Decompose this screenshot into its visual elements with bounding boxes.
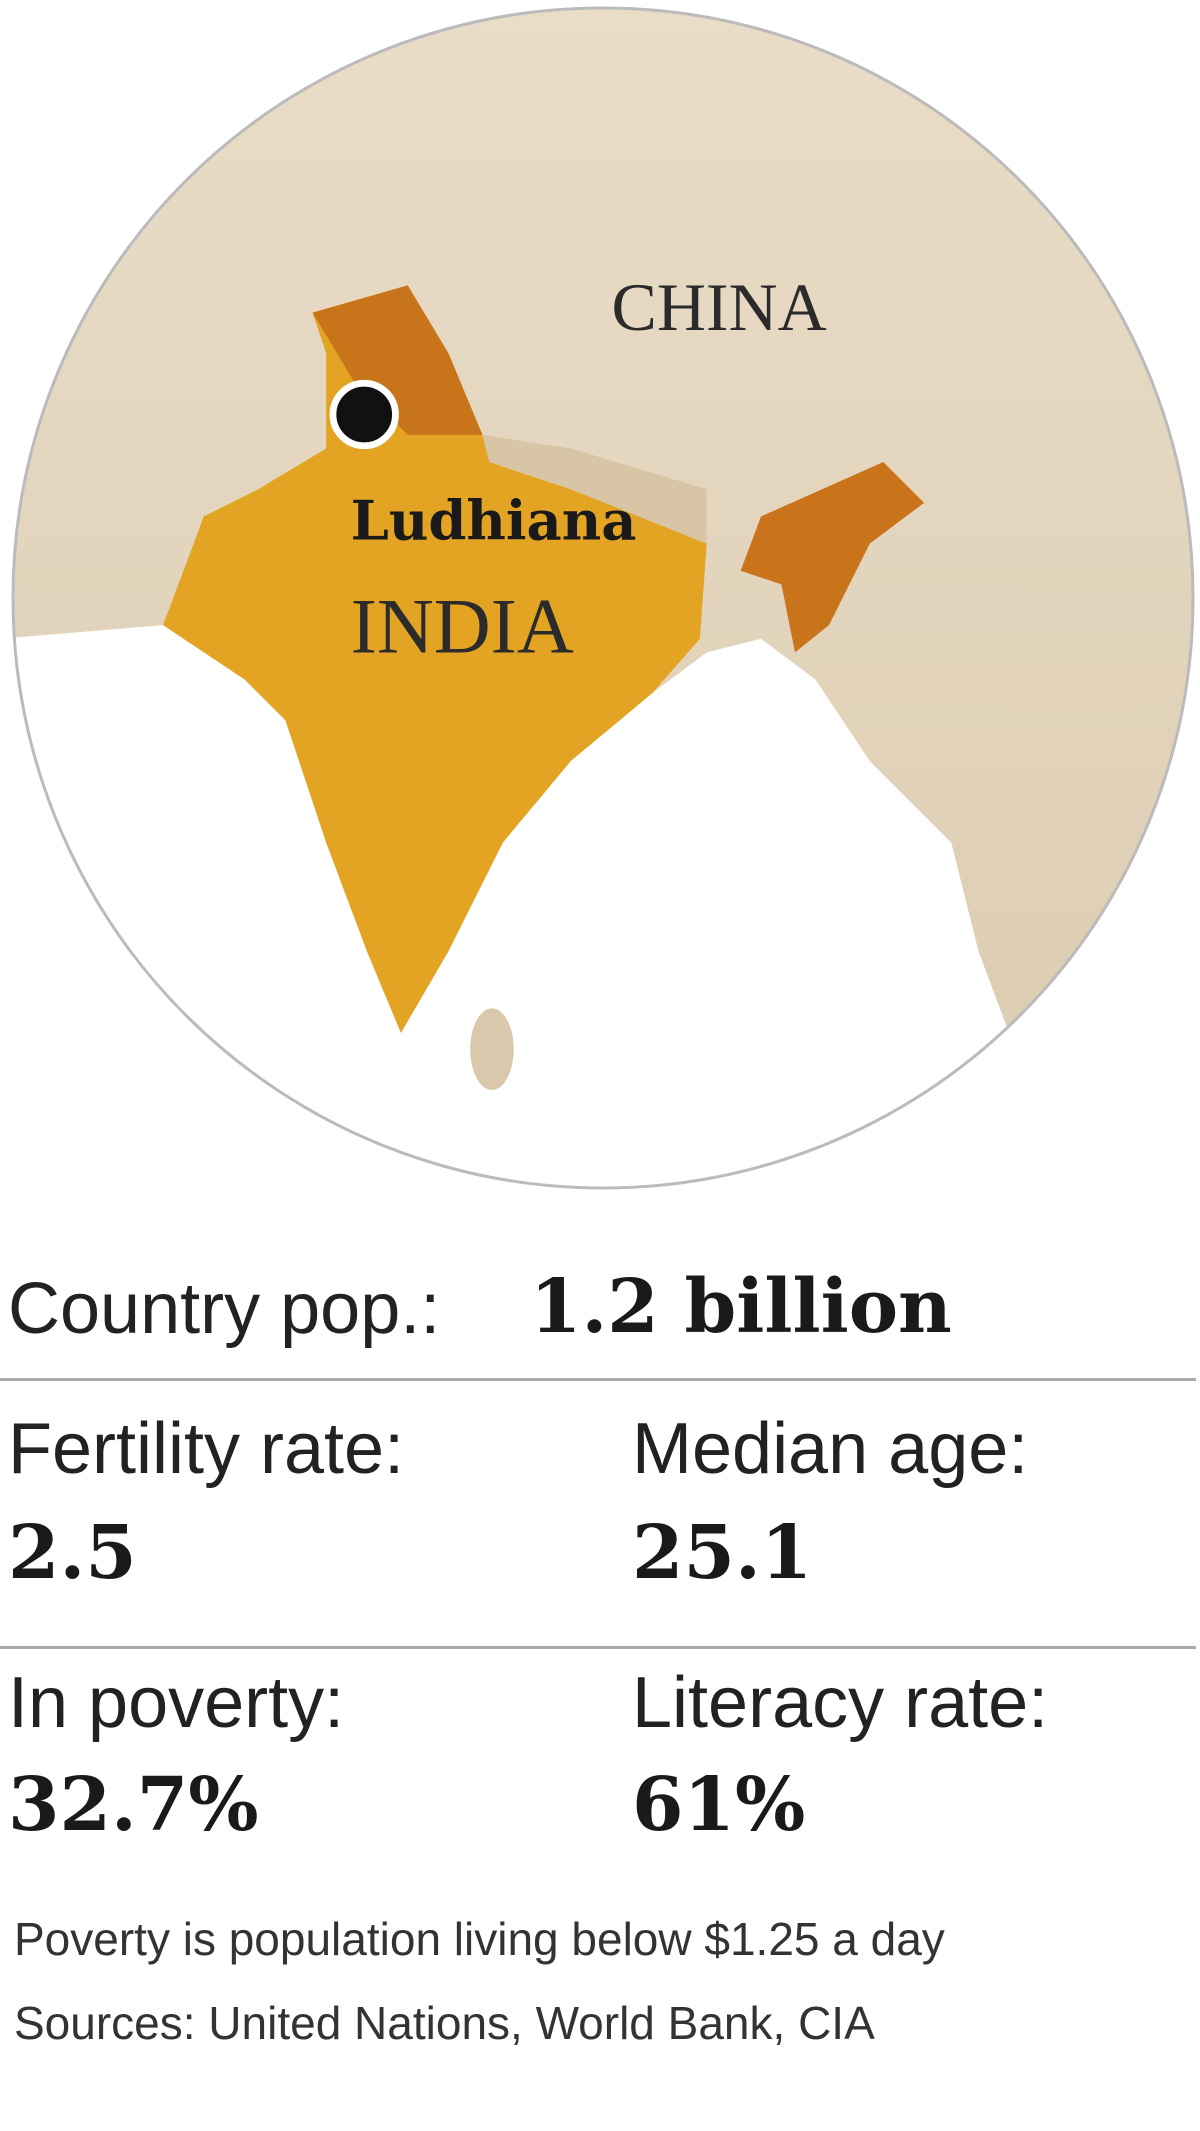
stat-value: 32.7% bbox=[8, 1762, 259, 1848]
nepal bbox=[482, 434, 707, 544]
note: Sources: United Nations, World Bank, CIA bbox=[14, 1997, 875, 2049]
stat-value: 61% bbox=[632, 1762, 806, 1848]
stat-label: In poverty: bbox=[8, 1663, 345, 1743]
stat-label: Fertility rate: bbox=[8, 1409, 405, 1489]
divider bbox=[0, 1378, 1196, 1381]
india bbox=[163, 285, 707, 1033]
sea bbox=[13, 625, 1193, 1188]
stat-label: Country pop.: bbox=[8, 1269, 441, 1349]
map: CHINA Ludhiana INDIA bbox=[11, 6, 1195, 1190]
note: Poverty is population living below $1.25… bbox=[14, 1913, 945, 1965]
map-border bbox=[11, 6, 1195, 1190]
divider bbox=[0, 1646, 1196, 1649]
stat-label: Literacy rate: bbox=[632, 1663, 1049, 1743]
northeast-region bbox=[740, 462, 925, 653]
stat-value: 25.1 bbox=[632, 1510, 813, 1596]
north-region bbox=[312, 285, 483, 435]
stat-label: Median age: bbox=[632, 1409, 1029, 1489]
sri-lanka bbox=[470, 1008, 514, 1090]
city-label: Ludhiana bbox=[351, 489, 637, 553]
city-marker bbox=[329, 379, 399, 450]
region-label: CHINA bbox=[612, 269, 827, 345]
map-body: CHINA Ludhiana INDIA bbox=[13, 8, 1193, 1188]
stat-value: 2.5 bbox=[8, 1510, 137, 1596]
stat-value: 1.2 billion bbox=[530, 1264, 952, 1350]
country-label: INDIA bbox=[351, 583, 574, 670]
